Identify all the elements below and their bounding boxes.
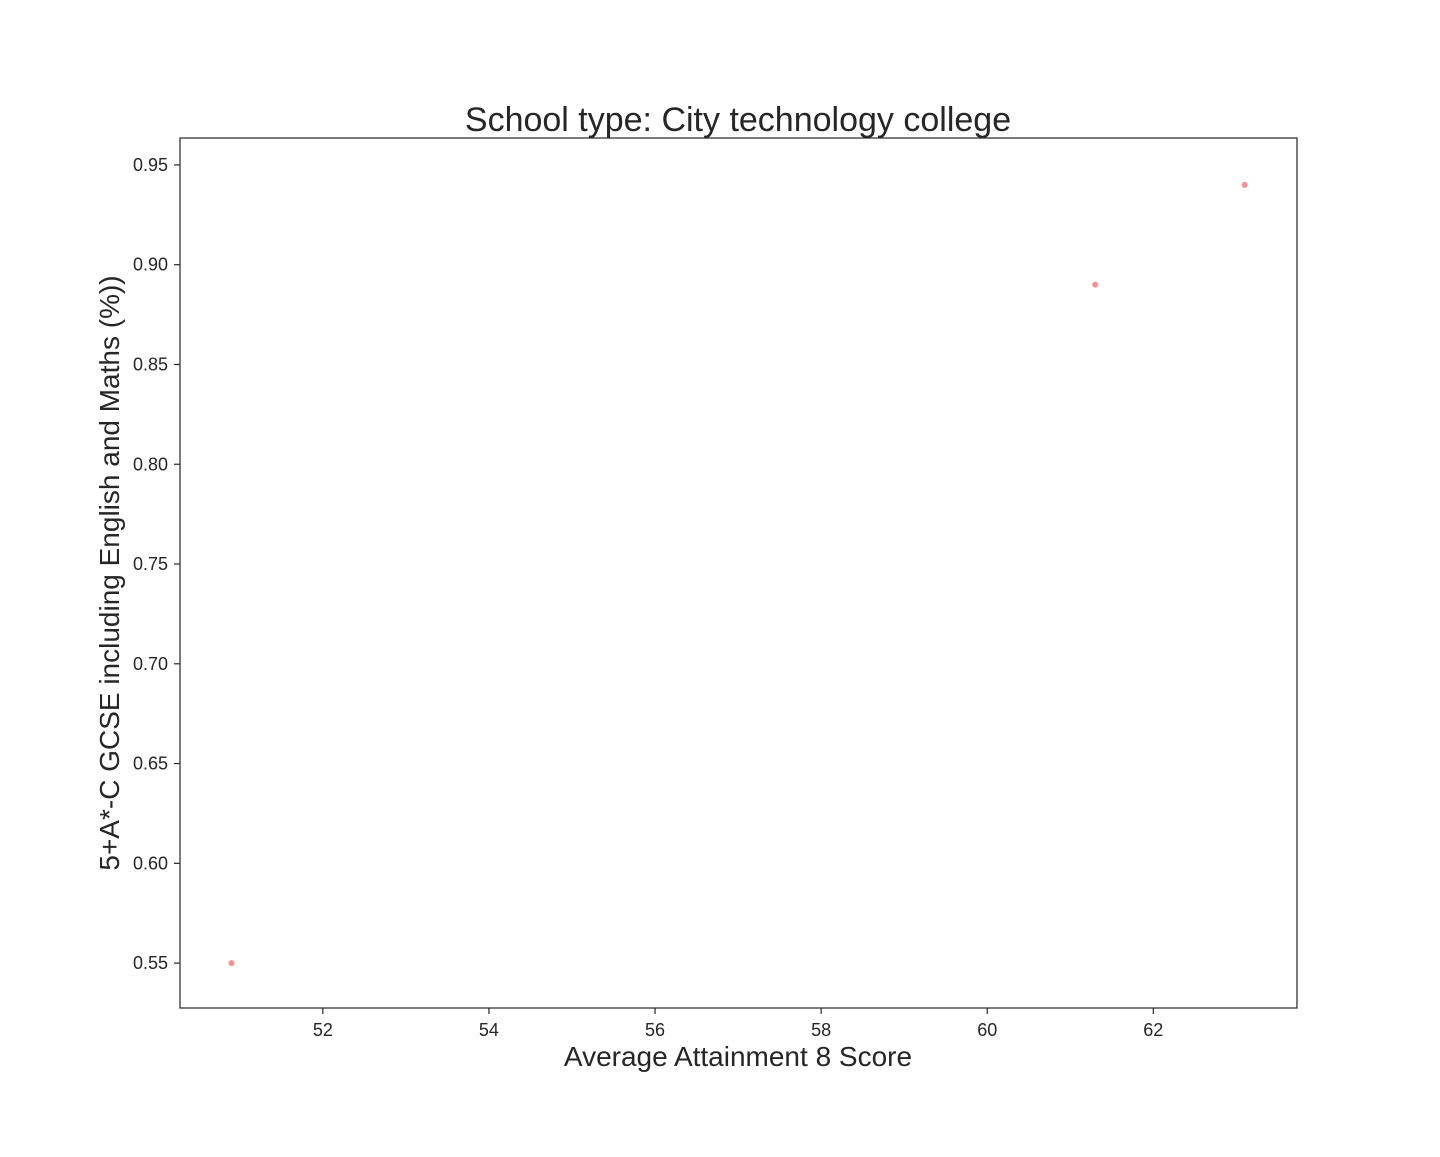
x-axis-ticks: 52 54 56 58 60 62 xyxy=(313,1008,1163,1040)
y-tick-label: 0.80 xyxy=(133,454,168,474)
y-tick-label: 0.90 xyxy=(133,255,168,275)
y-tick-label: 0.65 xyxy=(133,754,168,774)
chart-title: School type: City technology college xyxy=(465,101,1011,139)
y-axis-label: 5+A*-C GCSE including English and Maths … xyxy=(94,275,125,870)
y-tick-label: 0.75 xyxy=(133,554,168,574)
y-axis-ticks: 0.55 0.60 0.65 0.70 0.75 0.80 0.85 0.90 0.95 xyxy=(133,155,180,973)
x-tick-label: 56 xyxy=(645,1020,665,1040)
x-tick-label: 62 xyxy=(1143,1020,1163,1040)
plot-area-frame xyxy=(179,137,1298,1009)
y-tick-label: 0.95 xyxy=(133,155,168,175)
scatter-point xyxy=(1241,181,1248,188)
y-tick-label: 0.55 xyxy=(133,953,168,973)
x-tick-label: 52 xyxy=(313,1020,333,1040)
x-tick-label: 54 xyxy=(479,1020,499,1040)
x-axis-label: Average Attainment 8 Score xyxy=(564,1041,912,1072)
data-points xyxy=(228,181,1248,967)
y-tick-label: 0.60 xyxy=(133,853,168,873)
scatter-point xyxy=(228,960,235,967)
y-tick-label: 0.70 xyxy=(133,654,168,674)
y-tick-label: 0.85 xyxy=(133,354,168,374)
x-tick-label: 60 xyxy=(977,1020,997,1040)
x-tick-label: 58 xyxy=(811,1020,831,1040)
scatter-point xyxy=(1092,281,1099,288)
